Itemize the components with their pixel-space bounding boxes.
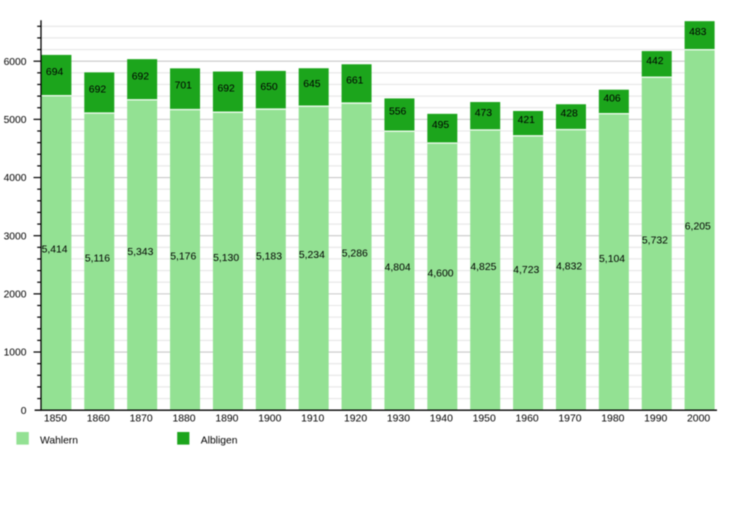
svg-text:1980: 1980	[601, 413, 624, 424]
svg-text:4,600: 4,600	[428, 268, 454, 279]
svg-text:1940: 1940	[430, 413, 453, 424]
svg-text:5,732: 5,732	[642, 235, 668, 246]
svg-text:556: 556	[389, 107, 407, 118]
svg-text:2000: 2000	[4, 290, 27, 301]
svg-text:5,343: 5,343	[127, 247, 153, 258]
svg-text:661: 661	[346, 76, 364, 87]
svg-text:5,116: 5,116	[85, 253, 110, 264]
svg-text:421: 421	[518, 115, 536, 126]
svg-text:5,176: 5,176	[170, 252, 196, 263]
svg-text:692: 692	[89, 84, 107, 95]
svg-text:650: 650	[260, 82, 278, 93]
svg-text:1890: 1890	[215, 413, 238, 424]
svg-text:5,104: 5,104	[599, 254, 625, 265]
svg-text:701: 701	[175, 81, 193, 92]
svg-text:694: 694	[46, 67, 64, 78]
svg-text:6000: 6000	[4, 57, 27, 68]
svg-text:4,804: 4,804	[385, 262, 411, 273]
svg-text:5000: 5000	[4, 115, 27, 126]
svg-text:428: 428	[560, 109, 578, 120]
svg-text:1960: 1960	[516, 413, 539, 424]
svg-text:692: 692	[132, 71, 150, 82]
svg-text:5,414: 5,414	[42, 245, 68, 256]
svg-text:4,723: 4,723	[513, 265, 539, 276]
svg-text:473: 473	[475, 108, 493, 119]
svg-text:1880: 1880	[172, 413, 195, 424]
svg-text:2000: 2000	[687, 413, 710, 424]
svg-text:495: 495	[432, 120, 450, 131]
svg-text:1000: 1000	[4, 348, 27, 359]
svg-text:5,286: 5,286	[342, 248, 368, 259]
svg-text:645: 645	[303, 79, 321, 90]
svg-text:1860: 1860	[87, 413, 110, 424]
svg-text:1990: 1990	[644, 413, 667, 424]
svg-text:0: 0	[21, 406, 27, 417]
svg-text:692: 692	[217, 84, 235, 95]
svg-text:Albligen: Albligen	[201, 435, 238, 446]
svg-text:3000: 3000	[4, 231, 27, 242]
svg-text:1900: 1900	[258, 413, 281, 424]
svg-text:406: 406	[603, 94, 621, 105]
svg-text:4,825: 4,825	[470, 262, 496, 273]
svg-text:1920: 1920	[344, 413, 367, 424]
svg-text:1930: 1930	[387, 413, 410, 424]
svg-text:5,234: 5,234	[299, 250, 325, 261]
svg-text:5,183: 5,183	[256, 251, 282, 262]
svg-text:Wahlern: Wahlern	[40, 435, 78, 446]
svg-text:442: 442	[646, 56, 664, 67]
svg-text:5,130: 5,130	[213, 253, 239, 264]
svg-text:1850: 1850	[44, 413, 67, 424]
svg-text:4000: 4000	[4, 173, 27, 184]
svg-text:1870: 1870	[130, 413, 153, 424]
svg-text:1950: 1950	[473, 413, 496, 424]
svg-text:483: 483	[689, 27, 707, 38]
svg-text:6,205: 6,205	[685, 222, 711, 233]
svg-text:1910: 1910	[301, 413, 324, 424]
svg-text:4,832: 4,832	[556, 262, 582, 273]
svg-text:1970: 1970	[558, 413, 581, 424]
